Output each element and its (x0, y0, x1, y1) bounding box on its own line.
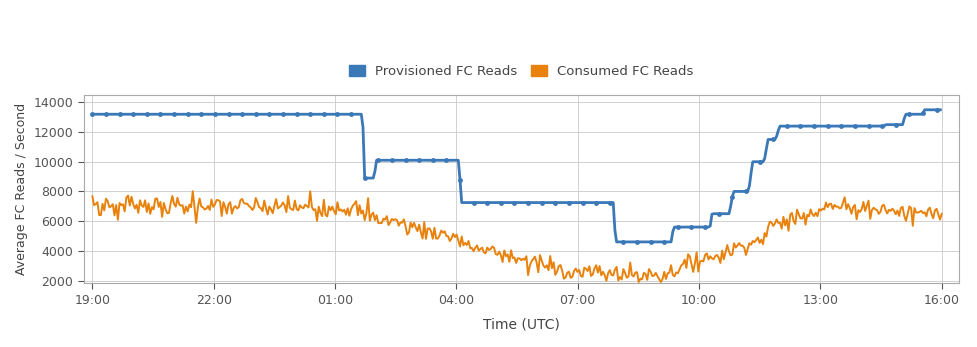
X-axis label: Time (UTC): Time (UTC) (483, 318, 560, 332)
Legend: Provisioned FC Reads, Consumed FC Reads: Provisioned FC Reads, Consumed FC Reads (344, 60, 699, 84)
Y-axis label: Average FC Reads / Second: Average FC Reads / Second (15, 103, 28, 275)
